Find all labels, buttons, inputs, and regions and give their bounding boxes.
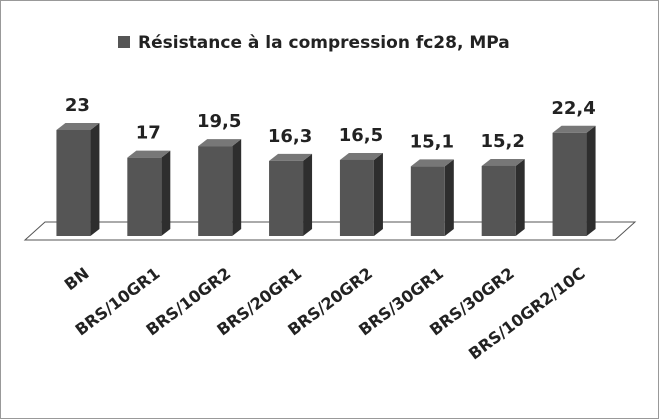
value-label: 23: [65, 95, 90, 116]
legend-label: Résistance à la compression fc28, MPa: [138, 33, 510, 53]
bar-side: [232, 139, 242, 236]
bar: [198, 146, 233, 236]
value-label: 16,5: [339, 125, 383, 146]
bar-top: [410, 159, 454, 167]
bar-top: [269, 153, 313, 161]
bar-top: [56, 123, 100, 130]
bar-side: [303, 153, 313, 236]
bar-side: [444, 159, 454, 236]
bar-side: [586, 125, 596, 236]
bar-side: [161, 150, 171, 236]
legend-swatch: [118, 36, 130, 48]
bar-top: [481, 158, 525, 166]
bar-side: [515, 158, 525, 236]
bar-side: [90, 123, 100, 236]
bar: [56, 130, 91, 236]
value-label: 16,3: [268, 126, 312, 147]
bar-top: [127, 150, 171, 158]
value-label: 17: [136, 123, 161, 144]
bar: [481, 165, 516, 236]
bar: [552, 132, 587, 236]
value-label: 19,5: [197, 111, 241, 132]
bar-top: [339, 152, 383, 160]
bar-side: [373, 152, 383, 236]
floor: [23, 221, 637, 241]
value-label: 22,4: [551, 98, 595, 119]
value-label: 15,1: [410, 131, 454, 152]
bar-top: [198, 139, 242, 147]
value-label: 15,2: [480, 131, 524, 152]
bar: [269, 160, 304, 236]
bar-top: [552, 125, 596, 133]
bar: [410, 166, 445, 236]
bar: [339, 159, 374, 236]
bar: [127, 157, 162, 236]
